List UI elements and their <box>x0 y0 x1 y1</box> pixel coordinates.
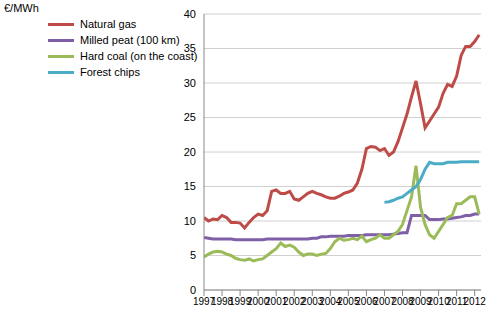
svg-text:0: 0 <box>190 284 196 296</box>
svg-text:10: 10 <box>184 215 196 227</box>
svg-text:25: 25 <box>184 111 196 123</box>
svg-text:40: 40 <box>184 8 196 20</box>
svg-text:20: 20 <box>184 146 196 158</box>
svg-text:30: 30 <box>184 77 196 89</box>
svg-text:2012: 2012 <box>464 296 487 307</box>
svg-text:5: 5 <box>190 249 196 261</box>
svg-text:35: 35 <box>184 42 196 54</box>
svg-text:15: 15 <box>184 180 196 192</box>
